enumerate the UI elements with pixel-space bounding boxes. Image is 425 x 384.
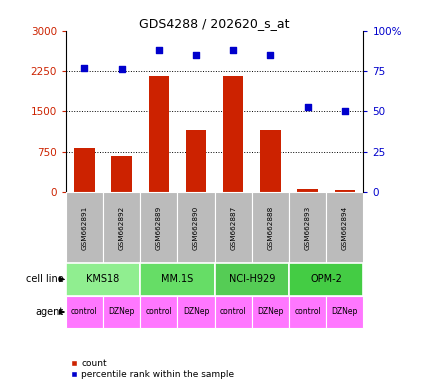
Text: control: control (71, 308, 98, 316)
Text: GSM662891: GSM662891 (82, 205, 88, 250)
Bar (111, 156, 132, 192)
Text: control: control (145, 308, 172, 316)
Text: NCI-H929: NCI-H929 (229, 274, 275, 285)
Bar (215, 263, 289, 296)
Point (118, 66, 125, 73)
Point (341, 108, 348, 114)
Bar (298, 189, 318, 192)
Bar (103, 296, 140, 328)
Text: GSM662889: GSM662889 (156, 205, 162, 250)
Point (230, 47, 237, 53)
Text: control: control (220, 308, 246, 316)
Bar (215, 192, 252, 263)
Title: GDS4288 / 202620_s_at: GDS4288 / 202620_s_at (139, 17, 290, 30)
Text: control: control (294, 308, 321, 316)
Text: DZNep: DZNep (183, 308, 209, 316)
Bar (178, 296, 215, 328)
Bar (140, 263, 215, 296)
Bar (334, 190, 355, 192)
Bar (186, 130, 206, 192)
Text: GSM662893: GSM662893 (305, 205, 311, 250)
Bar (289, 192, 326, 263)
Bar (289, 263, 363, 296)
Bar (66, 263, 140, 296)
Text: DZNep: DZNep (257, 308, 283, 316)
Bar (260, 130, 281, 192)
Text: KMS18: KMS18 (86, 274, 120, 285)
Legend: count, percentile rank within the sample: count, percentile rank within the sample (71, 359, 234, 379)
Bar (326, 192, 363, 263)
Bar (66, 192, 103, 263)
Text: GSM662892: GSM662892 (119, 205, 125, 250)
Bar (223, 76, 244, 192)
Bar (178, 192, 215, 263)
Bar (103, 192, 140, 263)
Point (193, 52, 199, 58)
Text: GSM662888: GSM662888 (267, 205, 273, 250)
Bar (140, 192, 178, 263)
Text: DZNep: DZNep (332, 308, 358, 316)
Bar (215, 296, 252, 328)
Bar (66, 296, 103, 328)
Text: DZNep: DZNep (108, 308, 135, 316)
Point (156, 47, 162, 53)
Point (81, 65, 88, 71)
Point (267, 52, 274, 58)
Text: agent: agent (36, 307, 64, 317)
Bar (149, 76, 169, 192)
Text: MM.1S: MM.1S (162, 274, 193, 285)
Bar (252, 296, 289, 328)
Bar (74, 148, 95, 192)
Text: cell line: cell line (26, 274, 64, 285)
Bar (326, 296, 363, 328)
Bar (252, 192, 289, 263)
Text: OPM-2: OPM-2 (310, 274, 342, 285)
Text: GSM662887: GSM662887 (230, 205, 236, 250)
Point (304, 103, 311, 109)
Text: GSM662894: GSM662894 (342, 205, 348, 250)
Bar (289, 296, 326, 328)
Text: GSM662890: GSM662890 (193, 205, 199, 250)
Bar (140, 296, 178, 328)
